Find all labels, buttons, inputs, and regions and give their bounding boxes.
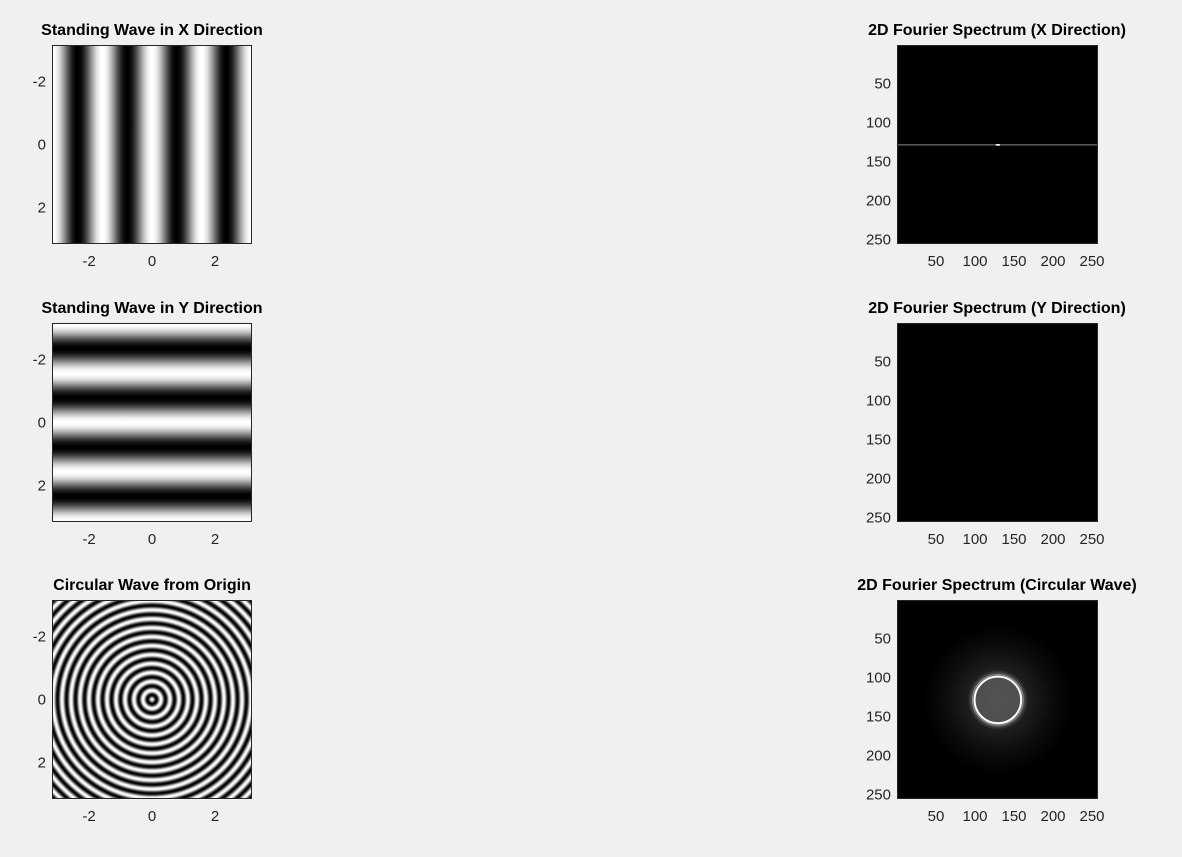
y-tick-label: 100	[865, 114, 891, 132]
x-tick-label: -2	[82, 253, 96, 270]
y-tick-label: 0	[37, 414, 46, 432]
plot-image	[53, 601, 251, 798]
spectrum-disk	[975, 677, 1021, 723]
x-tick-label: 2	[210, 531, 220, 548]
x-tick-label: 150	[1001, 808, 1027, 825]
x-tick-label: 50	[927, 253, 945, 270]
spectrum-background	[898, 324, 1097, 521]
plot-axes[interactable]	[52, 323, 252, 522]
y-tick-label: 2	[37, 754, 46, 772]
x-tick-label: 200	[1040, 808, 1066, 825]
y-tick-label: 150	[865, 153, 891, 171]
x-tick-label: 50	[927, 531, 945, 548]
x-tick-label: 250	[1079, 808, 1105, 825]
x-tick-label: 100	[962, 531, 988, 548]
y-tick-label: 200	[865, 192, 891, 210]
plot-axes[interactable]	[897, 600, 1098, 799]
plot-title: Standing Wave in Y Direction	[41, 300, 263, 317]
stripe-field	[53, 324, 251, 521]
y-tick-label: 50	[874, 630, 891, 648]
plot-axes[interactable]	[897, 323, 1098, 522]
y-tick-label: 150	[865, 708, 891, 726]
x-tick-label: 2	[210, 253, 220, 270]
y-tick-label: -2	[32, 73, 46, 91]
x-tick-label: 200	[1040, 531, 1066, 548]
plot-title: 2D Fourier Spectrum (Y Direction)	[868, 300, 1126, 317]
spectrum-ring	[973, 675, 1023, 725]
plot-axes[interactable]	[897, 45, 1098, 244]
y-tick-label: 100	[865, 669, 891, 687]
plot-image	[53, 324, 251, 521]
plot-image	[898, 324, 1097, 521]
plot-title: Circular Wave from Origin	[53, 577, 251, 594]
y-tick-label: 250	[865, 231, 891, 249]
x-tick-label: 0	[147, 253, 157, 270]
plot-title: 2D Fourier Spectrum (X Direction)	[868, 22, 1126, 39]
y-tick-label: 0	[37, 691, 46, 709]
plot-title: 2D Fourier Spectrum (Circular Wave)	[857, 577, 1137, 594]
x-tick-label: 100	[962, 808, 988, 825]
y-tick-label: 2	[37, 199, 46, 217]
y-tick-label: 50	[874, 353, 891, 371]
plot-axes[interactable]	[52, 45, 252, 244]
x-tick-label: 0	[147, 808, 157, 825]
y-tick-label: 200	[865, 470, 891, 488]
y-tick-label: 200	[865, 747, 891, 765]
x-tick-label: 150	[1001, 531, 1027, 548]
plot-image	[898, 46, 1097, 243]
ring-field	[53, 601, 251, 798]
x-tick-label: 100	[962, 253, 988, 270]
x-tick-label: 200	[1040, 253, 1066, 270]
y-tick-label: 100	[865, 392, 891, 410]
x-tick-label: -2	[82, 531, 96, 548]
x-tick-label: 250	[1079, 253, 1105, 270]
y-tick-label: 2	[37, 477, 46, 495]
y-tick-label: -2	[32, 628, 46, 646]
x-tick-label: 0	[147, 531, 157, 548]
plot-image	[898, 601, 1097, 798]
y-tick-label: 50	[874, 75, 891, 93]
spectrum-peak	[995, 144, 1000, 146]
x-tick-label: 2	[210, 808, 220, 825]
y-tick-label: -2	[32, 351, 46, 369]
y-tick-label: 250	[865, 786, 891, 804]
y-tick-label: 0	[37, 136, 46, 154]
x-tick-label: 150	[1001, 253, 1027, 270]
plot-axes[interactable]	[52, 600, 252, 799]
plot-image	[53, 46, 251, 243]
stripe-field	[53, 46, 251, 243]
y-tick-label: 250	[865, 509, 891, 527]
x-tick-label: -2	[82, 808, 96, 825]
spectrum-ring-halo	[972, 674, 1024, 726]
x-tick-label: 250	[1079, 531, 1105, 548]
x-tick-label: 50	[927, 808, 945, 825]
plot-title: Standing Wave in X Direction	[41, 22, 263, 39]
y-tick-label: 150	[865, 431, 891, 449]
